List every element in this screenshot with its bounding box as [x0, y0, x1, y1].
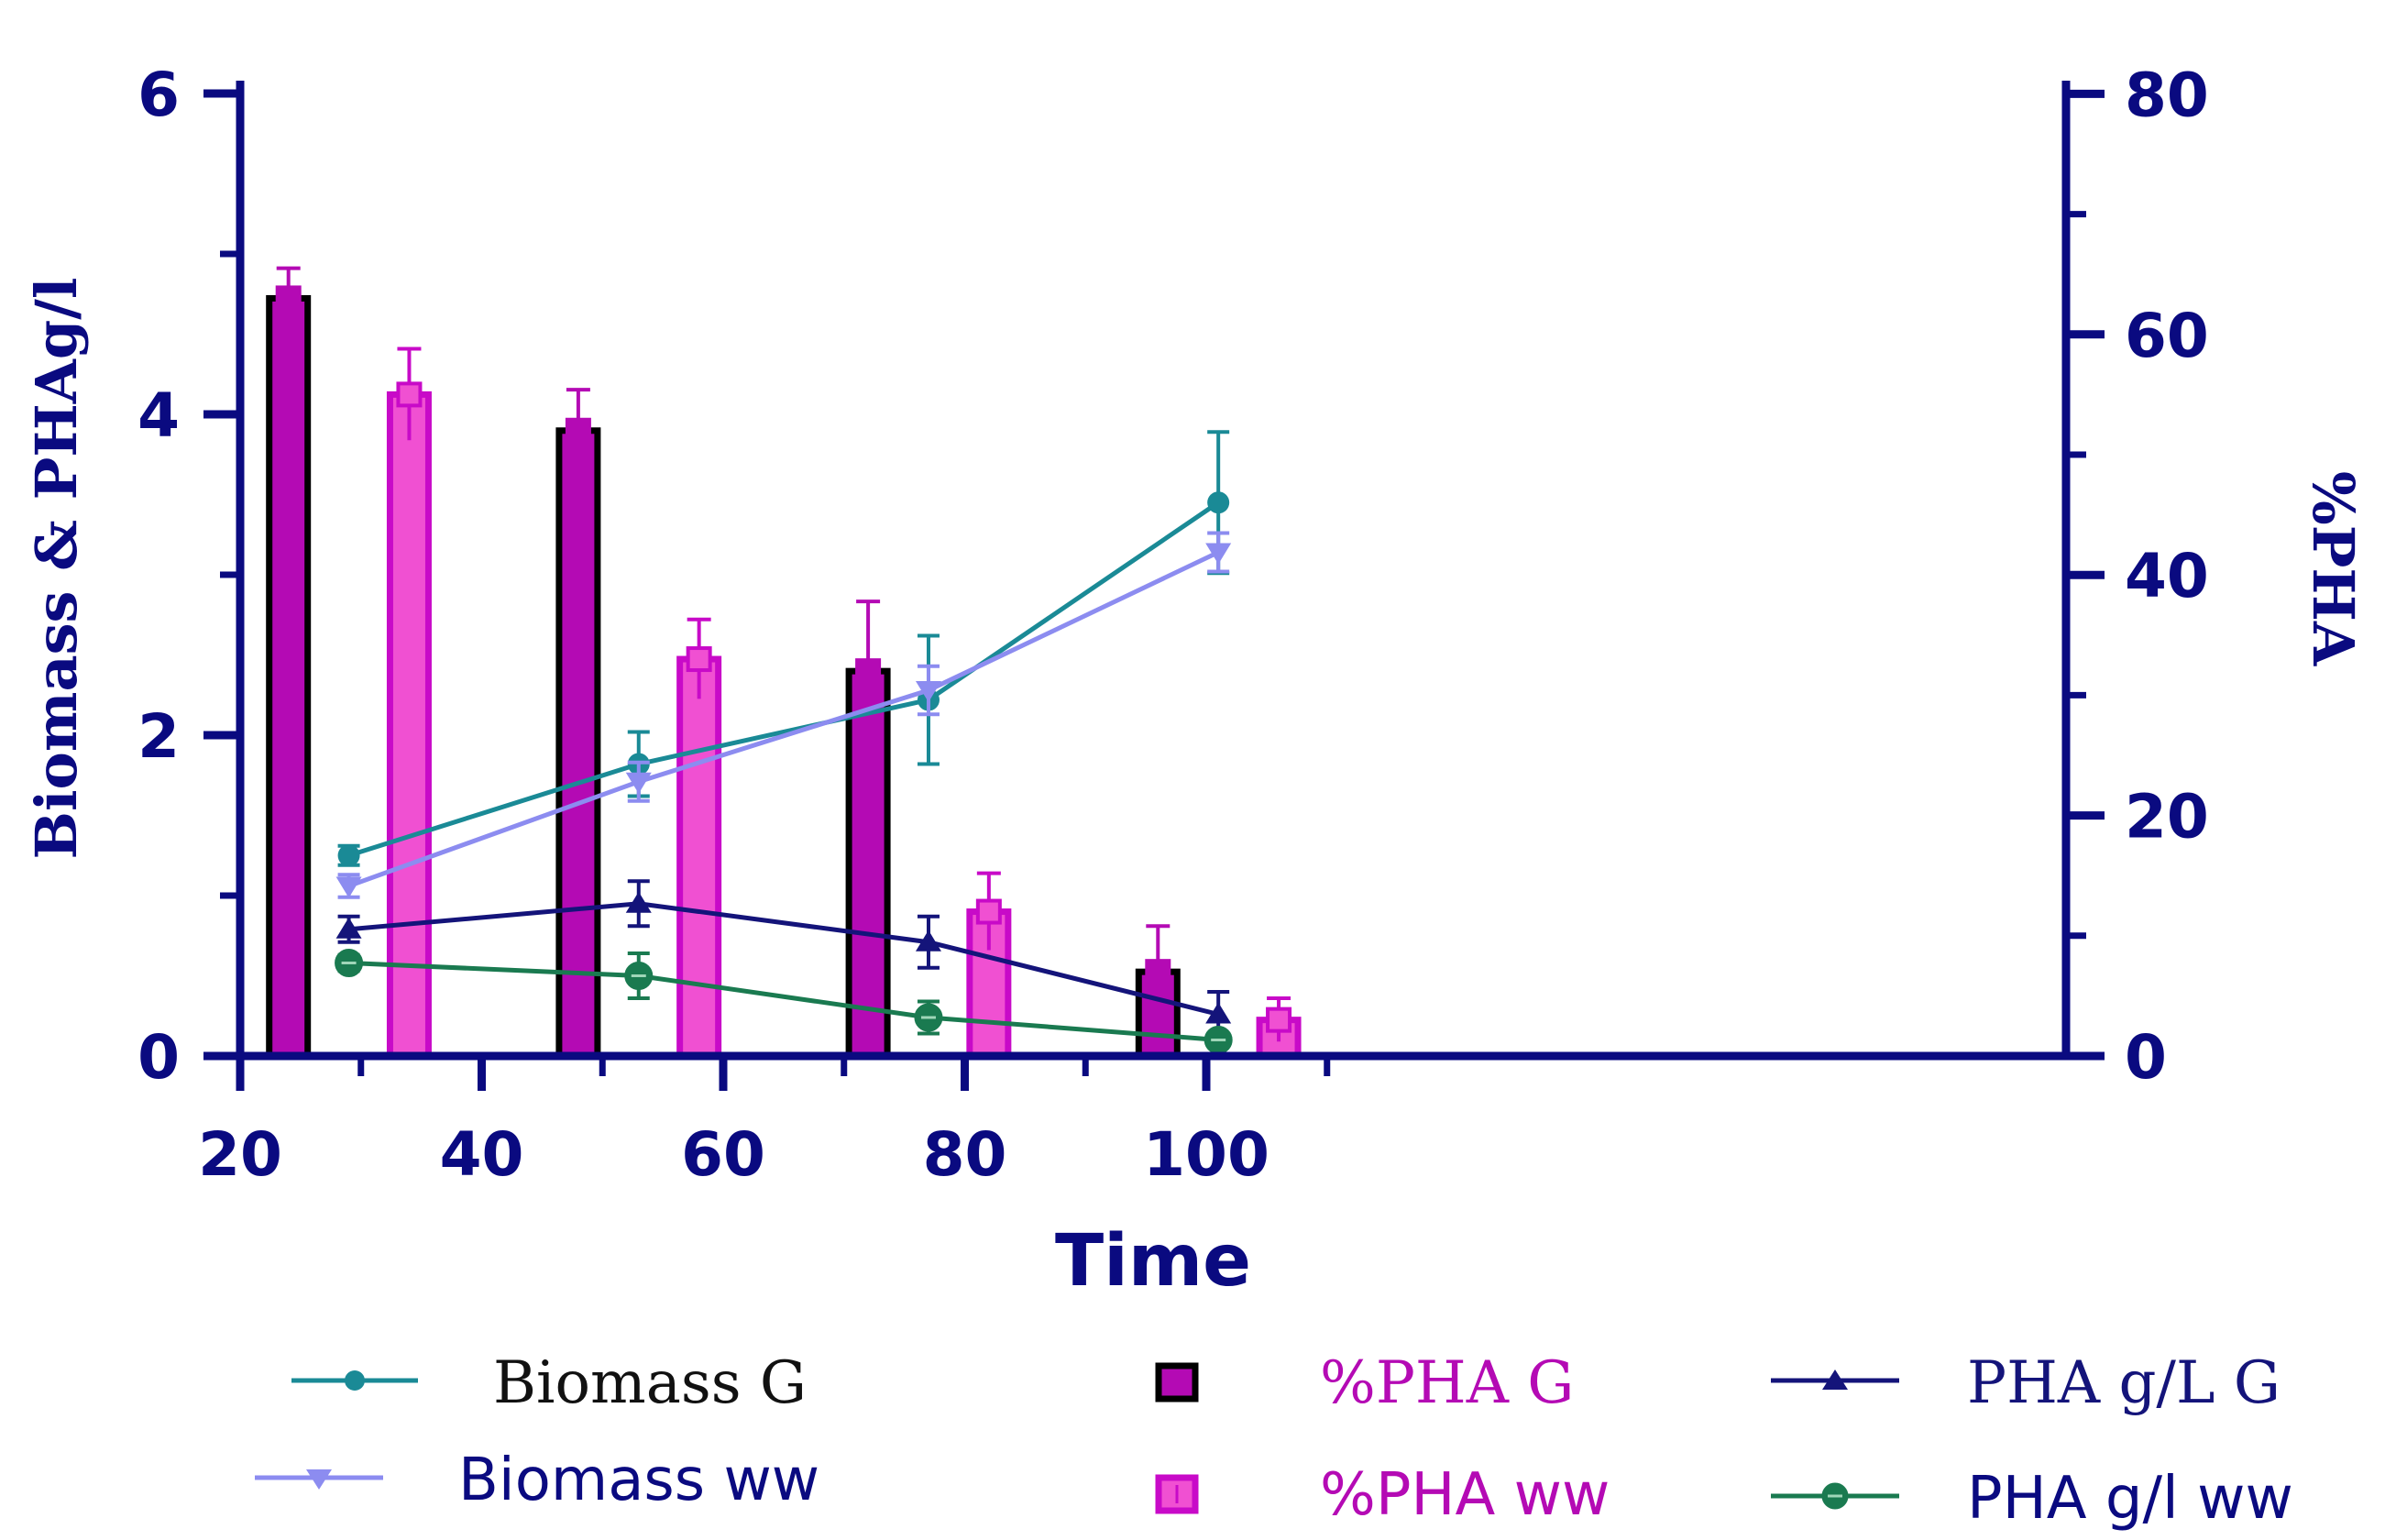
bar-pct-pha-ww-58: [676, 655, 722, 1060]
x-tick-label-40: 40: [440, 1119, 524, 1190]
bar-marker-pct-pha-ww-106: [1266, 1006, 1292, 1033]
lines-layer: [335, 430, 1233, 1054]
bar-marker-pct-pha-g-96: [1145, 959, 1171, 985]
point-pha-g-l-g-77: [915, 930, 941, 952]
line-biomass-ww: [347, 550, 1220, 888]
bar-pct-pha-g-48: [555, 427, 601, 1060]
bar-marker-pct-pha-g-72: [855, 658, 882, 685]
right-y-axis-title: %PHA: [2300, 471, 2367, 666]
y-left-tick-label-4: 4: [137, 380, 180, 451]
legend-swatch-pha-pct-g: [1155, 1362, 1199, 1402]
legend: Biomass G Biomass ww %PHA G %PHA ww PHA …: [255, 1349, 2293, 1533]
y-left-tick-label-2: 2: [137, 701, 180, 772]
legend-label-pha-gl-g: PHA g/L G: [1967, 1349, 2281, 1417]
x-tick-label-20: 20: [198, 1119, 282, 1190]
legend-label-biomass-g: Biomass G: [493, 1349, 807, 1417]
legend-label-pha-pct-ww: %PHA ww: [1320, 1461, 1610, 1529]
bar-marker-pct-pha-ww-82: [975, 898, 1002, 925]
bar-marker-pct-pha-ww-58: [686, 646, 712, 673]
bar-pct-pha-g-24: [266, 294, 312, 1060]
bar-pct-pha-ww-34: [386, 390, 432, 1060]
legend-label-pha-gl-ww: PHA g/l ww: [1967, 1465, 2293, 1533]
y-left-tick-label-6: 6: [137, 60, 180, 130]
point-biomass-ww-101: [1205, 543, 1232, 565]
legend-item-biomass-ww: Biomass ww: [255, 1446, 819, 1514]
x-axis-title: Time: [1055, 1220, 1251, 1303]
bar-marker-pct-pha-ww-34: [396, 381, 423, 408]
legend-label-pha-pct-g: %PHA G: [1320, 1349, 1574, 1417]
bar-marker-pct-pha-g-24: [275, 285, 302, 312]
line-pha-g-l-g: [348, 901, 1219, 1017]
point-biomass-g-101: [1207, 491, 1230, 514]
line-pha-g-l-ww: [348, 961, 1219, 1042]
left-y-axis-title: Biomass & PHAg/l: [23, 278, 90, 860]
point-pha-g-l-g-53: [625, 891, 652, 913]
x-tick-label-80: 80: [923, 1119, 1007, 1190]
bars-layer: [266, 266, 1302, 1060]
point-pha-g-l-g-29: [335, 917, 362, 939]
y-right-tick-label-0: 0: [2125, 1022, 2167, 1093]
point-pha-g-l-g-101: [1205, 1002, 1232, 1024]
legend-label-biomass-ww: Biomass ww: [458, 1446, 819, 1514]
legend-marker-biomass-g: [345, 1370, 365, 1391]
legend-item-pha-pct-ww: %PHA ww: [1155, 1461, 1610, 1529]
bar-marker-pct-pha-g-48: [565, 417, 591, 444]
legend-item-pha-pct-g: %PHA G: [1155, 1349, 1574, 1417]
point-biomass-ww-77: [915, 681, 941, 702]
y-right-tick-label-40: 40: [2125, 541, 2209, 611]
axes: [236, 81, 2071, 1061]
point-biomass-ww-29: [335, 876, 362, 898]
y-right-tick-label-60: 60: [2125, 301, 2209, 371]
x-tick-label-100: 100: [1143, 1119, 1269, 1190]
legend-marker-biomass-ww: [306, 1469, 332, 1490]
line-biomass-g: [347, 500, 1220, 858]
legend-item-pha-gl-ww: PHA g/l ww: [1771, 1465, 2293, 1533]
legend-item-pha-gl-g: PHA g/L G: [1771, 1349, 2281, 1417]
y-left-tick-label-0: 0: [137, 1022, 180, 1093]
y-right-tick-label-80: 80: [2125, 60, 2209, 130]
legend-marker-pha-gl-g: [1822, 1370, 1848, 1390]
x-tick-label-60: 60: [681, 1119, 765, 1190]
y-right-tick-label-20: 20: [2125, 782, 2209, 852]
point-biomass-g-29: [337, 844, 360, 867]
point-biomass-ww-53: [625, 772, 652, 794]
legend-item-biomass-g: Biomass G: [291, 1349, 807, 1417]
